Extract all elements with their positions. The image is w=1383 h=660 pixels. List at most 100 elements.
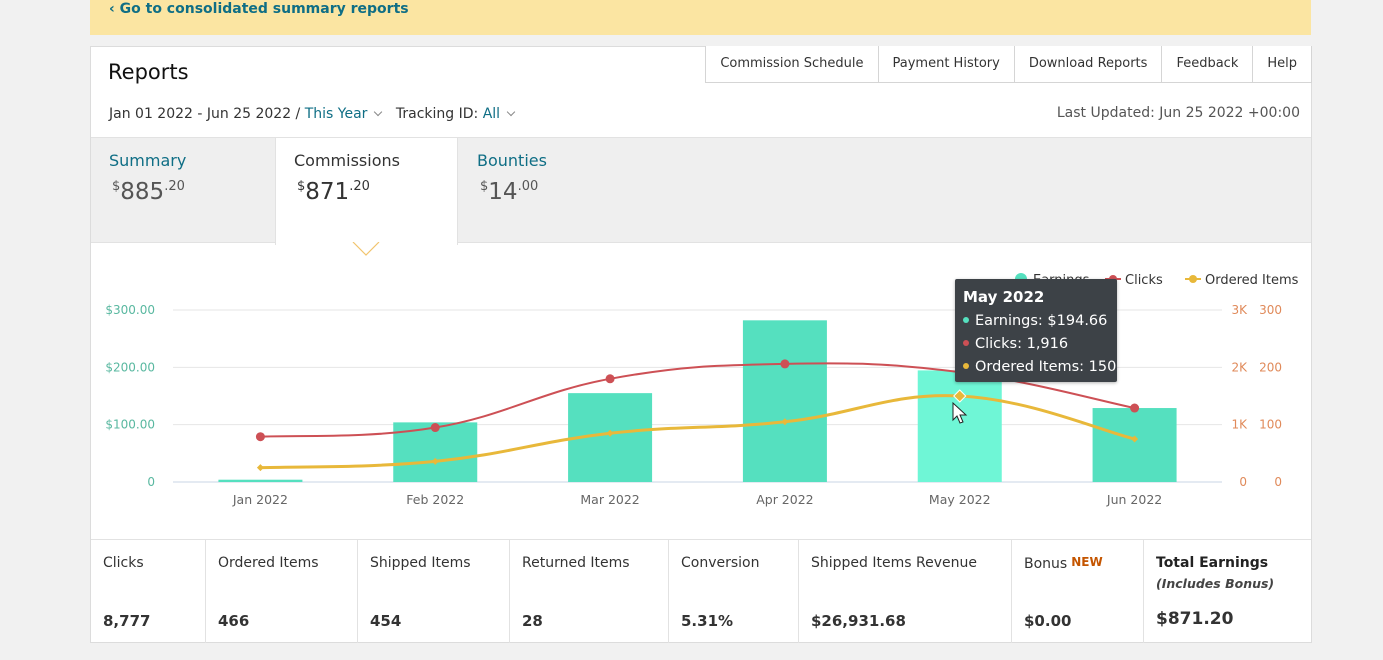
ordered-dot-icon — [963, 363, 969, 369]
tab-label: Bounties — [477, 151, 547, 170]
stat-value: $871.20 — [1156, 609, 1234, 629]
stat-clicks: Clicks 8,777 — [91, 540, 206, 643]
chevron-down-icon[interactable] — [374, 107, 383, 117]
left-axis-tick-label: 0 — [147, 475, 155, 489]
help-button[interactable]: Help — [1253, 46, 1312, 82]
stat-shipped-items: Shipped Items 454 — [358, 540, 510, 643]
last-updated: Last Updated: Jun 25 2022 +00:00 — [1056, 105, 1300, 121]
ordered-items-line — [260, 394, 1135, 470]
tab-amount: $14.00 — [480, 179, 539, 205]
new-badge: NEW — [1071, 555, 1103, 569]
clicks-point — [1130, 403, 1140, 413]
ordered-axis-tick-label: 100 — [1259, 418, 1282, 432]
ordered-items-point — [781, 418, 789, 426]
tab-label: Summary — [109, 151, 187, 170]
tab-summary[interactable]: Summary $885.20 — [91, 138, 275, 242]
clicks-axis-tick-label: 3K — [1231, 303, 1248, 317]
ordered-axis-tick-label: 0 — [1274, 475, 1282, 489]
ordered-items-point — [256, 464, 264, 472]
tooltip-row-ordered: Ordered Items: 150 — [963, 359, 1116, 375]
tab-bounties[interactable]: Bounties $14.00 — [459, 138, 639, 242]
stat-conversion: Conversion 5.31% — [669, 540, 799, 643]
stat-label: Clicks — [103, 555, 144, 571]
legend-marker-dot-icon — [1189, 275, 1197, 283]
stat-total-earnings: Total Earnings (Includes Bonus) $871.20 — [1144, 540, 1311, 643]
tab-label: Commissions — [294, 151, 400, 170]
left-axis-tick-label: $200.00 — [105, 360, 155, 374]
tab-amount: $885.20 — [112, 179, 185, 205]
stat-bonus: Bonus NEW $0.00 — [1012, 540, 1144, 643]
ordered-items-point — [431, 457, 439, 465]
earnings-chart: 0 0 0 $100.00 1K 100 $200.00 2K 200 $300.00 3K 300 J… — [91, 242, 1311, 539]
stat-label: Ordered Items — [218, 555, 319, 571]
stat-value: $26,931.68 — [811, 612, 906, 630]
period-dropdown[interactable]: This Year — [304, 106, 368, 122]
tooltip-row-clicks: Clicks: 1,916 — [963, 336, 1068, 352]
x-axis-tick-label: Jan 2022 — [232, 492, 288, 507]
tooltip-title: May 2022 — [963, 288, 1045, 306]
stat-label: Shipped Items — [370, 555, 471, 571]
stat-label: Shipped Items Revenue — [811, 555, 977, 571]
earnings-bar — [1092, 408, 1177, 482]
feedback-button[interactable]: Feedback — [1162, 46, 1254, 82]
top-nav: Commission Schedule Payment History Down… — [705, 46, 1312, 83]
tab-amount: $871.20 — [297, 179, 370, 205]
legend-label: Ordered Items — [1205, 273, 1299, 288]
report-tabs: Summary $885.20 Commissions $871.20 Boun… — [91, 137, 1311, 245]
clicks-point — [255, 432, 265, 442]
clicks-axis-tick-label: 2K — [1231, 360, 1248, 374]
stat-shipped-revenue: Shipped Items Revenue $26,931.68 — [799, 540, 1012, 643]
stat-value: 454 — [370, 612, 402, 630]
left-axis-tick-label: $300.00 — [105, 303, 155, 317]
commission-schedule-button[interactable]: Commission Schedule — [706, 46, 879, 82]
consolidated-banner: ‹ Go to consolidated summary reports — [90, 0, 1311, 35]
earnings-bar — [218, 479, 303, 482]
x-axis-tick-label: Mar 2022 — [580, 492, 639, 507]
chart-tooltip: May 2022 Earnings: $194.66 Clicks: 1,916… — [955, 279, 1117, 382]
stat-label: Bonus NEW — [1024, 555, 1103, 572]
stat-label: Returned Items — [522, 555, 630, 571]
stat-value: 8,777 — [103, 612, 151, 630]
tooltip-row-earnings: Earnings: $194.66 — [963, 313, 1107, 329]
clicks-dot-icon — [963, 340, 969, 346]
stat-label: Total Earnings — [1156, 555, 1269, 571]
reports-panel: Reports Commission Schedule Payment Hist… — [90, 46, 1312, 643]
stat-label: Conversion — [681, 555, 760, 571]
ordered-axis-tick-label: 300 — [1259, 303, 1282, 317]
stat-value: 28 — [522, 612, 543, 630]
stat-ordered-items: Ordered Items 466 — [206, 540, 358, 643]
stat-sublabel: (Includes Bonus) — [1156, 576, 1275, 591]
x-axis-tick-label: Apr 2022 — [756, 492, 813, 507]
clicks-axis-tick-label: 0 — [1239, 475, 1247, 489]
stat-value: 5.31% — [681, 612, 734, 630]
tab-commissions[interactable]: Commissions $871.20 — [275, 138, 458, 245]
download-reports-button[interactable]: Download Reports — [1014, 46, 1163, 82]
x-axis-tick-label: May 2022 — [929, 492, 991, 507]
chart-svg: 0 0 0 $100.00 1K 100 $200.00 2K 200 $300.00 3K 300 J… — [105, 242, 1299, 507]
ordered-items-point — [953, 389, 967, 403]
date-filter-row: Jan 01 2022 - Jun 25 2022 / This Year Tr… — [109, 106, 524, 122]
clicks-point — [780, 359, 790, 369]
ordered-items-point — [606, 429, 614, 437]
clicks-axis-tick-label: 1K — [1231, 418, 1248, 432]
consolidated-reports-link[interactable]: ‹ Go to consolidated summary reports — [109, 1, 409, 17]
x-axis-tick-label: Jun 2022 — [1106, 492, 1162, 507]
date-range: Jan 01 2022 - Jun 25 2022 / — [109, 106, 301, 122]
mouse-cursor-icon — [952, 401, 968, 424]
page-title: Reports — [108, 60, 189, 84]
stat-returned-items: Returned Items 28 — [510, 540, 669, 643]
ordered-axis-tick-label: 200 — [1259, 360, 1282, 374]
earnings-dot-icon — [963, 317, 969, 323]
chevron-down-icon[interactable] — [506, 107, 516, 117]
clicks-point — [605, 374, 615, 384]
payment-history-button[interactable]: Payment History — [878, 46, 1015, 82]
ordered-items-point — [1131, 435, 1139, 443]
legend-label: Clicks — [1125, 273, 1163, 288]
x-axis-tick-label: Feb 2022 — [406, 492, 464, 507]
stats-bar: Clicks 8,777 Ordered Items 466 Shipped I… — [91, 539, 1311, 643]
tracking-id-dropdown[interactable]: All — [482, 106, 501, 122]
earnings-bar — [742, 320, 827, 482]
stat-value: $0.00 — [1024, 612, 1072, 630]
stat-value: 466 — [218, 612, 250, 630]
earnings-bar — [917, 370, 1002, 482]
